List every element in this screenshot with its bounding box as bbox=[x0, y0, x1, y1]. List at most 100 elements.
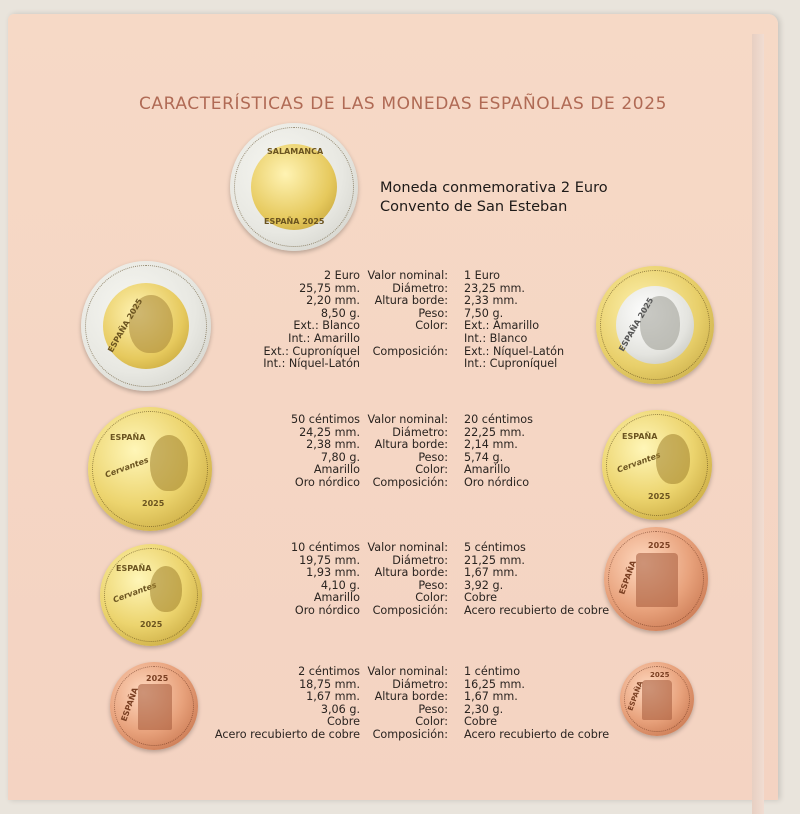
spec-label: Altura borde: bbox=[374, 566, 448, 580]
spec-label: Altura borde: bbox=[374, 690, 448, 704]
spec-value: Int.: Cuproníquel bbox=[464, 357, 558, 371]
coin-text-top: SALAMANCA bbox=[267, 147, 324, 156]
coin-text-bottom: ESPAÑA 2025 bbox=[264, 217, 325, 226]
spec-value: 2,38 mm. bbox=[306, 438, 360, 452]
spec-value: 2,30 g. bbox=[464, 702, 504, 716]
spec-label: Composición: bbox=[372, 344, 448, 358]
spec-block-4-labels: Valor nominal: Diámetro: Altura borde: P… bbox=[358, 665, 448, 742]
coin-stars-ring bbox=[606, 414, 708, 516]
spec-block-4-left: 2 céntimos 18,75 mm. 1,67 mm. 3,06 g. Co… bbox=[188, 665, 360, 742]
spec-value: Acero recubierto de cobre bbox=[464, 603, 610, 617]
cathedral-icon bbox=[636, 553, 678, 607]
spec-value: 2 céntimos bbox=[298, 665, 360, 678]
spec-label: Diámetro: bbox=[392, 425, 448, 439]
spec-value: Acero recubierto de cobre bbox=[214, 727, 360, 741]
spec-label: Color: bbox=[415, 715, 448, 729]
spec-value: Oro nórdico bbox=[464, 475, 530, 489]
spec-value: 10 céntimos bbox=[291, 541, 360, 554]
spec-value: 23,25 mm. bbox=[464, 281, 525, 295]
spec-label: Diámetro: bbox=[392, 677, 448, 691]
cervantes-portrait-icon bbox=[150, 566, 182, 612]
page-title: CARACTERÍSTICAS DE LAS MONEDAS ESPAÑOLAS… bbox=[138, 94, 668, 114]
coin-stars-ring bbox=[92, 411, 208, 527]
spec-value: Int.: Blanco bbox=[464, 331, 528, 345]
spec-label: Composición: bbox=[372, 603, 448, 617]
spec-block-1-left: 2 Euro 25,75 mm. 2,20 mm. 8,50 g. Ext.: … bbox=[188, 269, 360, 371]
coin-2-euro: ESPAÑA 2025 bbox=[81, 261, 211, 391]
spec-value: 3,92 g. bbox=[464, 578, 504, 592]
spec-value: Amarillo bbox=[313, 463, 360, 477]
spec-value: Ext.: Amarillo bbox=[464, 319, 540, 333]
spec-label: Peso: bbox=[418, 702, 448, 716]
spec-block-3-right: 5 céntimos 21,25 mm. 1,67 mm. 3,92 g. Co… bbox=[464, 541, 644, 618]
spec-value: 24,25 mm. bbox=[299, 425, 360, 439]
spec-value: Acero recubierto de cobre bbox=[464, 727, 610, 741]
spec-value: 1,67 mm. bbox=[306, 690, 360, 704]
spec-label: Altura borde: bbox=[374, 438, 448, 452]
spec-label bbox=[358, 333, 448, 346]
coin-text-year: 2025 bbox=[142, 499, 165, 508]
spec-value: Ext.: Blanco bbox=[293, 319, 360, 333]
spec-block-3-labels: Valor nominal: Diámetro: Altura borde: P… bbox=[358, 541, 448, 618]
spec-value: 5 céntimos bbox=[464, 541, 526, 554]
spec-value: 3,06 g. bbox=[320, 702, 360, 716]
commemorative-2-euro-coin: SALAMANCA ESPAÑA 2025 bbox=[230, 123, 358, 251]
coin-text-year: 2025 bbox=[648, 492, 671, 501]
spec-value: 2 Euro bbox=[323, 269, 360, 282]
coin-stars-ring bbox=[600, 270, 710, 380]
spec-value: 4,10 g. bbox=[320, 578, 360, 592]
coin-stars-ring bbox=[85, 265, 207, 387]
spec-value: Amarillo bbox=[313, 591, 360, 605]
spec-value: 7,80 g. bbox=[320, 450, 360, 464]
spec-label: Diámetro: bbox=[392, 281, 448, 295]
booklet-page: CARACTERÍSTICAS DE LAS MONEDAS ESPAÑOLAS… bbox=[8, 14, 778, 814]
spec-value: Cobre bbox=[327, 715, 360, 729]
spec-label bbox=[358, 358, 448, 371]
spec-value: 1,67 mm. bbox=[464, 566, 518, 580]
spec-value: 7,50 g. bbox=[464, 306, 504, 320]
spec-block-4-right: 1 céntimo 16,25 mm. 1,67 mm. 2,30 g. Cob… bbox=[464, 665, 644, 742]
spec-value: 1 céntimo bbox=[464, 665, 521, 678]
spec-label: Altura borde: bbox=[374, 294, 448, 308]
spec-block-1-right: 1 Euro 23,25 mm. 2,33 mm. 7,50 g. Ext.: … bbox=[464, 269, 644, 371]
spec-value: 8,50 g. bbox=[320, 306, 360, 320]
spec-label: Composición: bbox=[372, 475, 448, 489]
coin-text-espana: ESPAÑA bbox=[622, 432, 658, 441]
spec-block-2-right: 20 céntimos 22,25 mm. 2,14 mm. 5,74 g. A… bbox=[464, 413, 644, 490]
spec-label: Color: bbox=[415, 319, 448, 333]
king-portrait-icon bbox=[640, 296, 680, 350]
cathedral-icon bbox=[138, 684, 172, 730]
coin-text-year: 2025 bbox=[140, 620, 163, 629]
spec-value: Ext.: Cuproníquel bbox=[263, 344, 360, 358]
spec-value: 16,25 mm. bbox=[464, 677, 525, 691]
page-edge bbox=[752, 34, 764, 814]
coin-2-cent: ESPAÑA 2025 bbox=[110, 662, 198, 750]
coin-text-year: 2025 bbox=[650, 671, 670, 679]
spec-value: 1,67 mm. bbox=[464, 690, 518, 704]
spec-label: Color: bbox=[415, 463, 448, 477]
spec-value: Oro nórdico bbox=[294, 603, 360, 617]
coin-5-cent: ESPAÑA 2025 bbox=[604, 527, 708, 631]
coin-1-cent: ESPAÑA 2025 bbox=[620, 662, 694, 736]
coin-text-year: 2025 bbox=[146, 674, 169, 683]
spec-value: Cobre bbox=[464, 591, 497, 605]
coin-1-euro: ESPAÑA 2025 bbox=[596, 266, 714, 384]
spec-value: 2,14 mm. bbox=[464, 438, 518, 452]
spec-block-2-left: 50 céntimos 24,25 mm. 2,38 mm. 7,80 g. A… bbox=[188, 413, 360, 490]
coin-stars-ring bbox=[234, 127, 354, 247]
coin-center bbox=[251, 144, 337, 230]
spec-value: Cobre bbox=[464, 715, 497, 729]
spec-value: Int.: Amarillo bbox=[288, 331, 360, 345]
spec-value: 18,75 mm. bbox=[299, 677, 360, 691]
spec-value: Oro nórdico bbox=[294, 475, 360, 489]
coin-stars-ring bbox=[104, 548, 198, 642]
spec-value: 1,93 mm. bbox=[306, 566, 360, 580]
spec-label: Valor nominal: bbox=[367, 541, 448, 554]
coin-20-cent: ESPAÑA Cervantes 2025 bbox=[602, 410, 712, 520]
spec-value: Int.: Níquel-Latón bbox=[263, 357, 360, 371]
spec-value: Amarillo bbox=[464, 463, 511, 477]
coin-text-espana: ESPAÑA bbox=[110, 433, 146, 442]
coin-text-year: 2025 bbox=[648, 541, 671, 550]
spec-value: 1 Euro bbox=[464, 269, 501, 282]
spec-block-2-labels: Valor nominal: Diámetro: Altura borde: P… bbox=[358, 413, 448, 490]
